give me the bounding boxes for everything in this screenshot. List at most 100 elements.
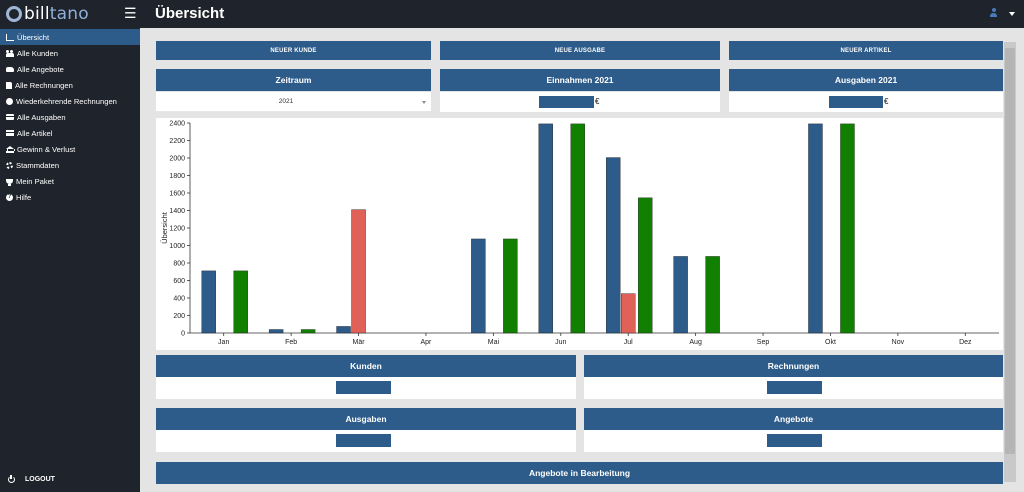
chevron-down-icon [422,101,426,104]
sidebar-item-label: Wiederkehrende Rechnungen [16,96,117,106]
x-tick-label: Sep [757,339,770,346]
customers-value-masked [336,381,391,394]
sidebar-item-stammdaten[interactable]: Stammdaten [0,157,140,173]
help-icon: ? [6,193,13,201]
sidebar-item-label: Gewinn & Verlust [17,144,76,154]
y-tick-label: 600 [173,278,185,285]
sidebar-item-wiederkehrende-rechnungen[interactable]: Wiederkehrende Rechnungen [0,93,140,109]
menu-toggle-icon[interactable]: ☰ [124,5,137,21]
sidebar-item-kunden[interactable]: Alle Kunden [0,45,140,61]
gear-icon [6,161,13,169]
bar-feb-2 [300,329,316,334]
trophy-icon [6,178,13,186]
y-tick-label: 200 [173,313,185,320]
overview-bar-chart: 0 200 400 600 800 1000 1200 1400 1600 1800 2000 220… [160,121,999,346]
bar-okt-0 [808,123,823,334]
bar-aug-2 [705,256,720,334]
users-icon [6,49,14,57]
logout-button[interactable]: LOGOUT [8,474,55,483]
x-tick-label: Mär [353,339,366,346]
sidebar-item-ausgaben[interactable]: Alle Ausgaben [0,109,140,125]
sidebar-item-hilfe[interactable]: ? Hilfe [0,189,140,205]
y-axis-label: Übersicht [160,211,169,244]
sidebar-item-artikel[interactable]: Alle Artikel [0,125,140,141]
overview-chart: 0 200 400 600 800 1000 1200 1400 1600 1800 2000 220… [156,118,1003,350]
expenses-value-masked [829,96,883,108]
sidebar-item-angebote[interactable]: Alle Angebote [0,61,140,77]
bar-feb-0 [268,329,284,334]
file-icon [6,81,12,89]
y-tick-label: 0 [181,331,185,338]
y-tick-label: 1000 [169,243,185,250]
offers-in-progress-header: Angebote in Bearbeitung [156,462,1003,484]
bar-jun-2 [570,123,585,334]
logo-text-part2: tano [49,4,89,24]
sidebar-item-label: Alle Kunden [17,48,58,58]
user-icon[interactable] [990,8,997,17]
handshake-icon [6,67,14,72]
bar-jul-1 [621,293,636,334]
bar-mai-2 [503,238,518,334]
y-tick-label: 800 [173,261,185,268]
sidebar-item-label: Alle Ausgaben [17,112,66,122]
income-currency: € [595,97,600,106]
new-customer-button[interactable]: NEUER KUNDE [156,41,431,60]
period-select[interactable]: 2021 [156,92,431,112]
y-tick-label: 400 [173,296,185,303]
logo-text: billtano [24,4,89,24]
x-tick-label: Mai [488,339,500,346]
period-card-header: Zeitraum [156,69,431,91]
bar-okt-2 [840,123,855,334]
customers-card-header: Kunden [156,355,576,377]
sidebar-item-label: Alle Rechnungen [15,80,73,90]
sidebar-item-label: Übersicht [17,32,50,42]
logo-text-part1: bill [24,4,50,24]
offers-value-masked [767,434,822,447]
logo-icon [6,6,22,22]
y-tick-label: 2000 [169,156,185,163]
y-tick-label: 1200 [169,226,185,233]
sidebar-item-label: Alle Angebote [17,64,64,74]
period-select-value: 2021 [278,98,294,105]
sidebar-item-label: Hilfe [16,192,32,202]
new-expense-button[interactable]: NEUE AUSGABE [440,41,720,60]
scrollbar-thumb[interactable] [1005,48,1015,454]
y-tick-label: 1600 [169,191,185,198]
bar-mär-1 [351,209,366,334]
new-article-button[interactable]: NEUER ARTIKEL [729,41,1003,60]
bar-jan-2 [233,270,248,334]
box-icon [6,130,14,136]
expenses-stat-value-masked [336,434,391,447]
sidebar-item-label: Mein Paket [16,176,54,186]
y-tick-label: 2400 [169,121,185,128]
expenses-currency: € [884,97,889,106]
invoices-card-header: Rechnungen [584,355,1003,377]
y-tick-label: 1800 [169,173,185,180]
top-bar: billtano ☰ Übersicht [0,0,1024,28]
sidebar-item-label: Stammdaten [16,160,60,170]
billtano-logo[interactable]: billtano [6,3,89,25]
user-menu-caret-icon[interactable] [1009,12,1015,16]
y-tick-label: 2200 [169,138,185,145]
invoices-value-masked [767,381,822,394]
bar-jan-0 [201,270,216,334]
x-tick-label: Dez [959,339,972,346]
y-tick-label: 1400 [169,208,185,215]
power-icon [8,474,15,483]
x-tick-label: Jul [624,339,633,346]
clock-icon [6,97,13,105]
sidebar-item-gewinn-verlust[interactable]: Gewinn & Verlust [0,141,140,157]
logout-label: LOGOUT [25,476,55,483]
bank-icon [6,145,15,153]
sidebar-item-rechnungen[interactable]: Alle Rechnungen [0,77,140,93]
chart-icon [6,33,14,41]
sidebar-item-uebersicht[interactable]: Übersicht [0,29,140,45]
income-value-masked [539,96,594,108]
bar-mai-0 [471,238,486,334]
expenses-card-header: Ausgaben 2021 [729,69,1003,91]
bar-jun-0 [538,123,553,334]
bar-mär-0 [336,326,351,334]
sidebar-item-mein-paket[interactable]: Mein Paket [0,173,140,189]
x-tick-label: Aug [689,339,702,346]
x-tick-label: Feb [285,339,297,346]
